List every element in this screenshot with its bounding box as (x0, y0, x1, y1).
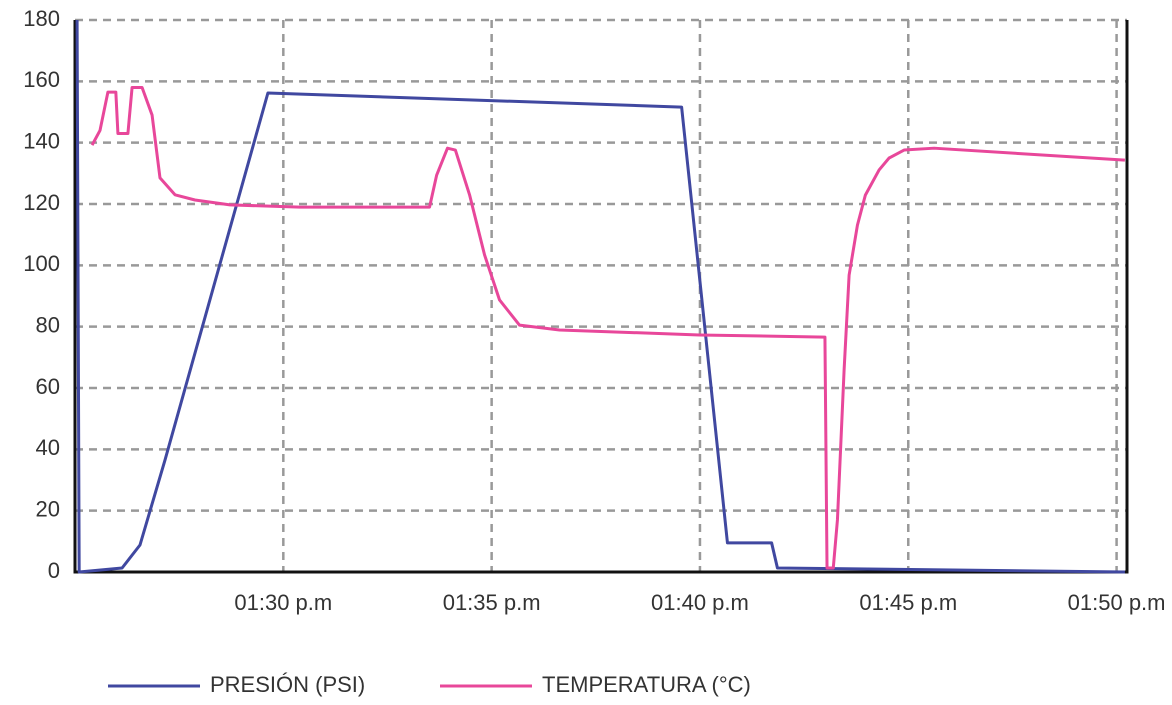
y-tick-label: 40 (36, 435, 60, 460)
legend-label: PRESIÓN (PSI) (210, 672, 365, 697)
y-tick-label: 180 (23, 6, 60, 31)
y-tick-label: 100 (23, 251, 60, 276)
x-tick-label: 01:40 p.m (651, 590, 749, 615)
x-tick-label: 01:30 p.m (234, 590, 332, 615)
y-tick-label: 120 (23, 190, 60, 215)
y-tick-label: 80 (36, 312, 60, 337)
y-tick-label: 20 (36, 496, 60, 521)
legend-label: TEMPERATURA (°C) (542, 672, 751, 697)
y-tick-label: 0 (48, 558, 60, 583)
axis-frame (73, 20, 1129, 574)
x-tick-label: 01:50 p.m (1068, 590, 1166, 615)
y-tick-label: 140 (23, 128, 60, 153)
x-tick-label: 01:35 p.m (443, 590, 541, 615)
series-line (75, 19, 1125, 574)
series-line (90, 85, 1126, 570)
y-tick-label: 60 (36, 374, 60, 399)
y-tick-label: 160 (23, 67, 60, 92)
x-tick-label: 01:45 p.m (859, 590, 957, 615)
